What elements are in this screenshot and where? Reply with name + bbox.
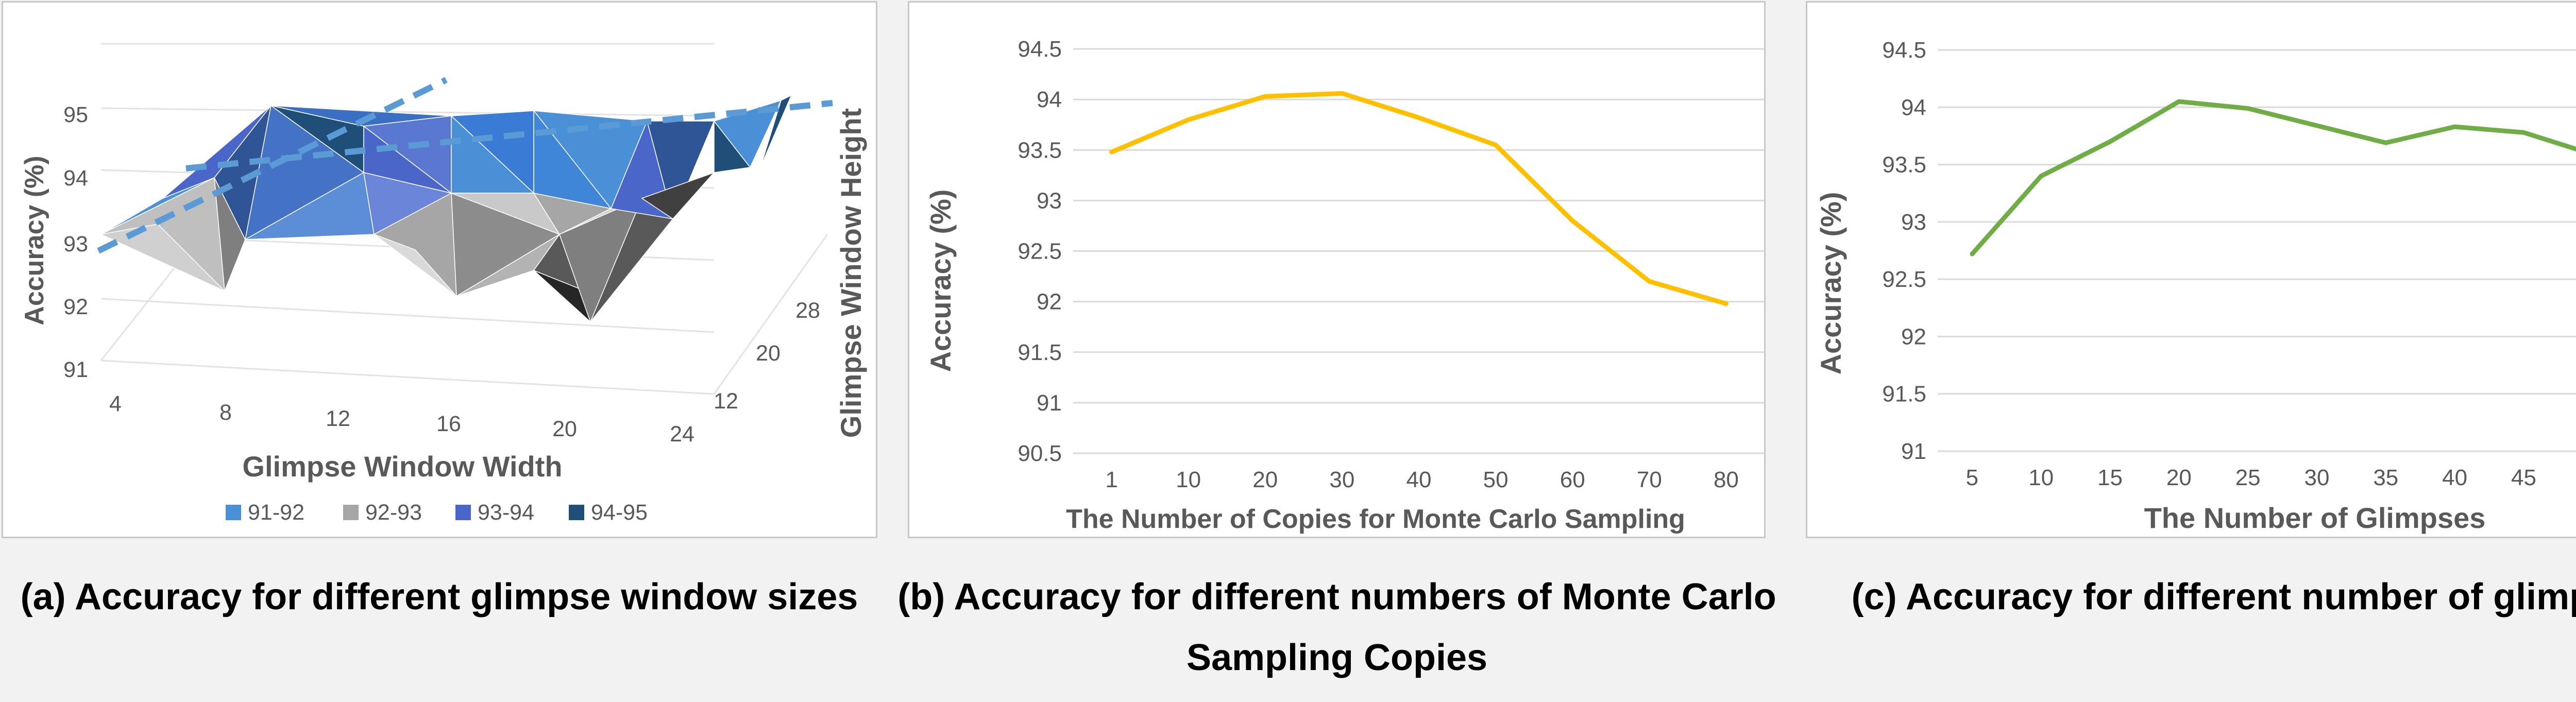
x-tick-label: 40 bbox=[1406, 467, 1432, 492]
data-point bbox=[1264, 95, 1266, 98]
z-axis-title: Accuracy (%) bbox=[20, 156, 49, 325]
x-tick-label: 1 bbox=[1105, 467, 1117, 492]
x-tick-label: 30 bbox=[1329, 467, 1354, 492]
y-tick-12: 12 bbox=[714, 389, 738, 414]
x-tick-12: 12 bbox=[326, 406, 350, 431]
legend-swatch-91-92 bbox=[226, 505, 241, 520]
x-tick-label: 10 bbox=[2028, 465, 2054, 490]
x-tick-label: 50 bbox=[1483, 467, 1509, 492]
x-tick-4: 4 bbox=[109, 391, 122, 416]
data-point bbox=[1110, 151, 1113, 153]
series-line bbox=[1109, 91, 1728, 306]
z-tick-95: 95 bbox=[63, 102, 88, 127]
legend-label-91-92: 91-92 bbox=[248, 500, 304, 525]
data-point bbox=[1725, 302, 1727, 305]
y-tick-label: 91.5 bbox=[1018, 340, 1062, 365]
x-tick-label: 45 bbox=[2511, 465, 2536, 490]
caption-c: (c) Accuracy for different number of gli… bbox=[1851, 576, 2576, 618]
x-axis-title: The Number of Copies for Monte Carlo Sam… bbox=[1066, 504, 1685, 534]
legend-swatch-94-95 bbox=[569, 505, 584, 520]
x-tick-label: 20 bbox=[2166, 465, 2192, 490]
y-tick-label: 92 bbox=[1901, 324, 1926, 349]
data-point bbox=[1187, 118, 1190, 121]
y-tick-label: 93.5 bbox=[1018, 138, 1062, 163]
data-point bbox=[1648, 280, 1651, 283]
data-point bbox=[2316, 124, 2318, 127]
legend: 91-92 92-93 93-94 94-95 bbox=[226, 500, 648, 525]
data-point bbox=[2109, 141, 2111, 143]
x-tick-label: 10 bbox=[1176, 467, 1201, 492]
data-point bbox=[1971, 253, 1973, 255]
x-tick-16: 16 bbox=[436, 412, 461, 436]
y-tick-label: 94 bbox=[1901, 95, 1926, 120]
surface-chart: 91 92 93 94 95 4 8 12 16 20 24 12 20 28 … bbox=[20, 43, 867, 525]
data-point bbox=[2247, 107, 2249, 110]
legend-swatch-92-93 bbox=[343, 505, 359, 520]
y-axis-title: Accuracy (%) bbox=[924, 190, 957, 372]
y-tick-labels: 12 20 28 bbox=[714, 298, 820, 414]
z-tick-94: 94 bbox=[63, 166, 88, 191]
data-point bbox=[1495, 144, 1497, 146]
data-point bbox=[2178, 100, 2180, 103]
x-tick-label: 20 bbox=[1252, 467, 1278, 492]
monte-carlo-line-chart: 90.5 91 91.5 92 92.5 93 93.5 94 94.5 1 10 20 30 40 50… bbox=[924, 37, 1765, 534]
x-tick-20: 20 bbox=[552, 417, 577, 441]
caption-b: (b) Accuracy for different numbers of Mo… bbox=[897, 576, 1776, 678]
z-tick-92: 92 bbox=[63, 295, 88, 319]
data-point bbox=[2384, 142, 2387, 144]
legend-label-92-93: 92-93 bbox=[365, 500, 422, 525]
y-tick-label: 90.5 bbox=[1018, 441, 1062, 466]
x-tick-label: 15 bbox=[2097, 465, 2123, 490]
y-axis-title: Accuracy (%) bbox=[1815, 192, 1847, 375]
z-tick-labels: 91 92 93 94 95 bbox=[63, 102, 88, 382]
y-tick-label: 93.5 bbox=[1882, 152, 1926, 178]
data-point bbox=[2522, 131, 2525, 134]
surface-dashed-lines bbox=[97, 77, 833, 254]
data-point bbox=[1418, 116, 1420, 119]
data-point bbox=[2040, 175, 2042, 177]
x-tick-label: 70 bbox=[1637, 467, 1662, 492]
surface-facets bbox=[99, 94, 792, 323]
y-tick-label: 91 bbox=[1037, 390, 1062, 416]
y-tick-label: 92.5 bbox=[1882, 267, 1926, 292]
data-point bbox=[2453, 126, 2456, 128]
x-tick-24: 24 bbox=[670, 422, 694, 447]
x-axis-title: Glimpse Window Width bbox=[242, 450, 562, 483]
glimpses-chart-panel: 91 91.5 92 92.5 93 93.5 94 94.5 5 10 15 20 25 30 35 40… bbox=[1806, 1, 2576, 538]
x-tick-label: 40 bbox=[2442, 465, 2467, 490]
y-tick-20: 20 bbox=[756, 341, 781, 366]
legend-swatch-93-94 bbox=[455, 505, 471, 520]
y-tick-label: 92.5 bbox=[1018, 239, 1062, 264]
caption-a: (a) Accuracy for different glimpse windo… bbox=[20, 576, 858, 618]
x-tick-label: 25 bbox=[2235, 465, 2261, 490]
y-tick-label: 92 bbox=[1037, 289, 1062, 315]
data-point bbox=[1571, 219, 1574, 222]
x-tick-label: 30 bbox=[2304, 465, 2330, 490]
legend-label-94-95: 94-95 bbox=[591, 500, 648, 525]
y-tick-label: 94.5 bbox=[1882, 38, 1926, 63]
y-tick-label: 93 bbox=[1901, 210, 1926, 235]
surface-chart-panel: 91 92 93 94 95 4 8 12 16 20 24 12 20 28 … bbox=[2, 1, 877, 538]
legend-label-93-94: 93-94 bbox=[478, 500, 534, 525]
z-tick-93: 93 bbox=[63, 232, 88, 256]
y-tick-label: 91.5 bbox=[1882, 382, 1926, 407]
monte-carlo-chart-panel: 90.5 91 91.5 92 92.5 93 93.5 94 94.5 1 10 20 30 40 50… bbox=[908, 1, 1766, 538]
z-tick-91: 91 bbox=[63, 357, 88, 382]
y-axis-title: Glimpse Window Height bbox=[835, 108, 867, 438]
y-tick-label: 94 bbox=[1037, 87, 1062, 112]
x-axis-title: The Number of Glimpses bbox=[2144, 502, 2486, 534]
y-tick-28: 28 bbox=[795, 298, 820, 323]
data-point bbox=[1341, 92, 1343, 95]
x-tick-labels: 4 8 12 16 20 24 bbox=[109, 391, 694, 447]
series-line bbox=[1970, 99, 2576, 256]
glimpses-line-chart: 91 91.5 92 92.5 93 93.5 94 94.5 5 10 15 20 25 30 35 40… bbox=[1815, 38, 2576, 534]
x-tick-label: 35 bbox=[2373, 465, 2398, 490]
x-tick-label: 60 bbox=[1560, 467, 1585, 492]
y-tick-label: 94.5 bbox=[1018, 37, 1062, 62]
y-tick-label: 93 bbox=[1037, 188, 1062, 213]
y-tick-label: 91 bbox=[1901, 439, 1926, 464]
x-tick-label: 80 bbox=[1714, 467, 1739, 492]
x-tick-8: 8 bbox=[219, 400, 232, 425]
x-tick-label: 5 bbox=[1966, 465, 1978, 490]
